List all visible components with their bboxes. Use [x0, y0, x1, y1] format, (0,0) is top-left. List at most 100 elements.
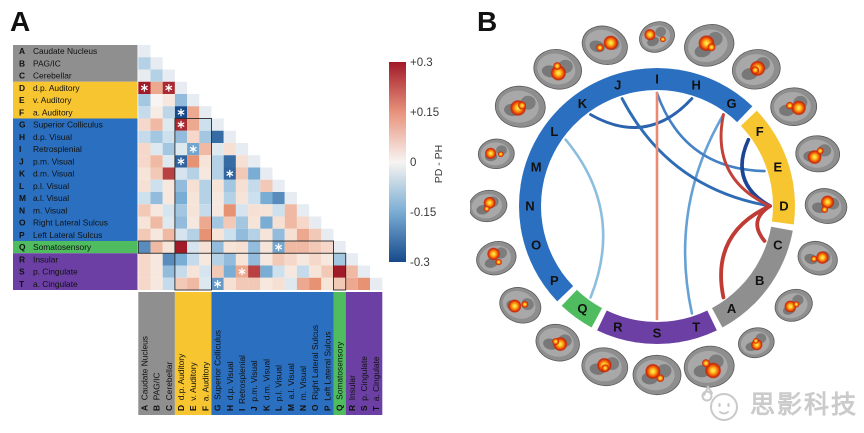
ring-segment — [771, 183, 795, 225]
brain-map-thumbnail — [683, 345, 735, 388]
matrix-cell — [199, 192, 212, 205]
matrix-cell — [162, 143, 175, 156]
row-label-letter: Q — [19, 242, 26, 252]
matrix-cell — [211, 265, 224, 278]
matrix-cell — [272, 265, 285, 278]
ring-node-letter: M — [531, 159, 542, 174]
matrix-cell — [321, 265, 334, 278]
matrix-cell — [199, 253, 212, 266]
colorbar-tick: -0.3 — [410, 257, 430, 269]
matrix-cell — [187, 167, 200, 180]
matrix-cell — [199, 277, 212, 290]
row-label-name: PAG/IC — [33, 58, 61, 68]
colorbar — [389, 62, 406, 262]
row-label-letter: C — [19, 71, 25, 81]
matrix-cell — [199, 118, 212, 131]
col-label: D d.p. Auditory — [176, 353, 186, 411]
matrix-cell — [138, 167, 151, 180]
matrix-cell — [138, 130, 151, 143]
row-label-name: Caudate Nucleus — [33, 46, 97, 56]
matrix-cell — [309, 228, 322, 241]
row-label-letter: P — [19, 230, 25, 240]
matrix-cell — [162, 241, 175, 254]
ring-node-letter: H — [692, 78, 701, 93]
ring-node-letter: C — [773, 238, 783, 253]
activation-hotspot — [521, 300, 529, 309]
matrix-cell — [211, 179, 224, 192]
brain-map-thumbnail — [731, 49, 781, 90]
matrix-cell — [321, 277, 334, 290]
matrix-cell — [223, 216, 236, 229]
matrix-cell — [174, 179, 188, 192]
matrix-cell — [248, 241, 261, 254]
matrix-cell — [174, 277, 188, 290]
matrix-cell — [162, 94, 175, 107]
brain-fold — [655, 26, 667, 37]
ring-segment — [760, 142, 794, 189]
matrix-cell — [138, 277, 151, 290]
matrix-cell — [199, 265, 212, 278]
matrix-cell — [211, 216, 224, 229]
row-label-letter: K — [19, 169, 25, 179]
col-label: L p.l. Visual — [274, 365, 284, 411]
mascot-logo-icon — [701, 385, 738, 421]
row-label-letter: O — [19, 218, 26, 228]
matrix-cell — [174, 130, 188, 143]
matrix-cell — [187, 204, 200, 217]
row-label-name: Somatosensory — [33, 242, 92, 252]
matrix-cell — [150, 228, 163, 241]
matrix-cell — [211, 204, 224, 217]
activation-hotspot — [517, 101, 527, 110]
brain-map-thumbnail — [581, 347, 629, 387]
matrix-diagonal-cell — [357, 265, 371, 278]
matrix-cell — [309, 265, 322, 278]
matrix-cell — [223, 228, 236, 241]
chord-link — [564, 138, 605, 299]
matrix-cell — [235, 179, 249, 192]
matrix-cell — [162, 118, 175, 131]
ring-node-letter: N — [525, 199, 534, 214]
star-ray — [238, 269, 246, 274]
activation-hotspot — [810, 255, 818, 263]
colorbar-tick: -0.15 — [410, 207, 436, 219]
ring-segment — [760, 226, 793, 270]
matrix-cell — [162, 106, 175, 119]
watermark: 思影科技 — [698, 381, 858, 425]
matrix-cell — [248, 204, 261, 217]
col-label-group-block — [138, 292, 175, 415]
matrix-cell — [150, 118, 163, 131]
matrix-cell — [260, 277, 273, 290]
row-label-group-block — [13, 118, 138, 241]
matrix-cell — [211, 253, 224, 266]
col-label: P Left Lateral Sulcus — [322, 331, 332, 411]
matrix-cell — [309, 253, 322, 266]
matrix-diagonal-cell — [138, 45, 151, 58]
matrix-diagonal-cell — [150, 57, 163, 70]
matrix-cell — [260, 204, 273, 217]
matrix-diagonal-cell — [260, 167, 273, 180]
matrix-cell — [272, 192, 285, 205]
brain-map-thumbnail — [804, 188, 848, 224]
ring-node-letter: L — [550, 124, 558, 139]
activation-hotspot — [507, 299, 522, 313]
matrix-cell — [174, 204, 188, 217]
matrix-cell — [174, 265, 188, 278]
star-ray — [177, 159, 185, 164]
network-block-outline — [174, 118, 212, 291]
matrix-cell — [150, 241, 163, 254]
matrix-cell — [272, 277, 285, 290]
brain-map-thumbnail — [581, 25, 628, 65]
matrix-cell — [235, 277, 249, 290]
row-label-name: m. Visual — [33, 205, 67, 215]
matrix-cell — [223, 277, 236, 290]
matrix-cell — [333, 277, 346, 290]
matrix-cell — [321, 241, 334, 254]
col-label: J p.m. Visual — [249, 360, 259, 411]
matrix-cell — [150, 204, 163, 217]
matrix-diagonal-cell — [321, 228, 334, 241]
ring-segment — [674, 310, 717, 343]
star-ray — [141, 85, 148, 91]
star-ray — [189, 146, 197, 152]
ring-segment — [519, 183, 543, 229]
ring-node-letter: R — [613, 319, 623, 334]
